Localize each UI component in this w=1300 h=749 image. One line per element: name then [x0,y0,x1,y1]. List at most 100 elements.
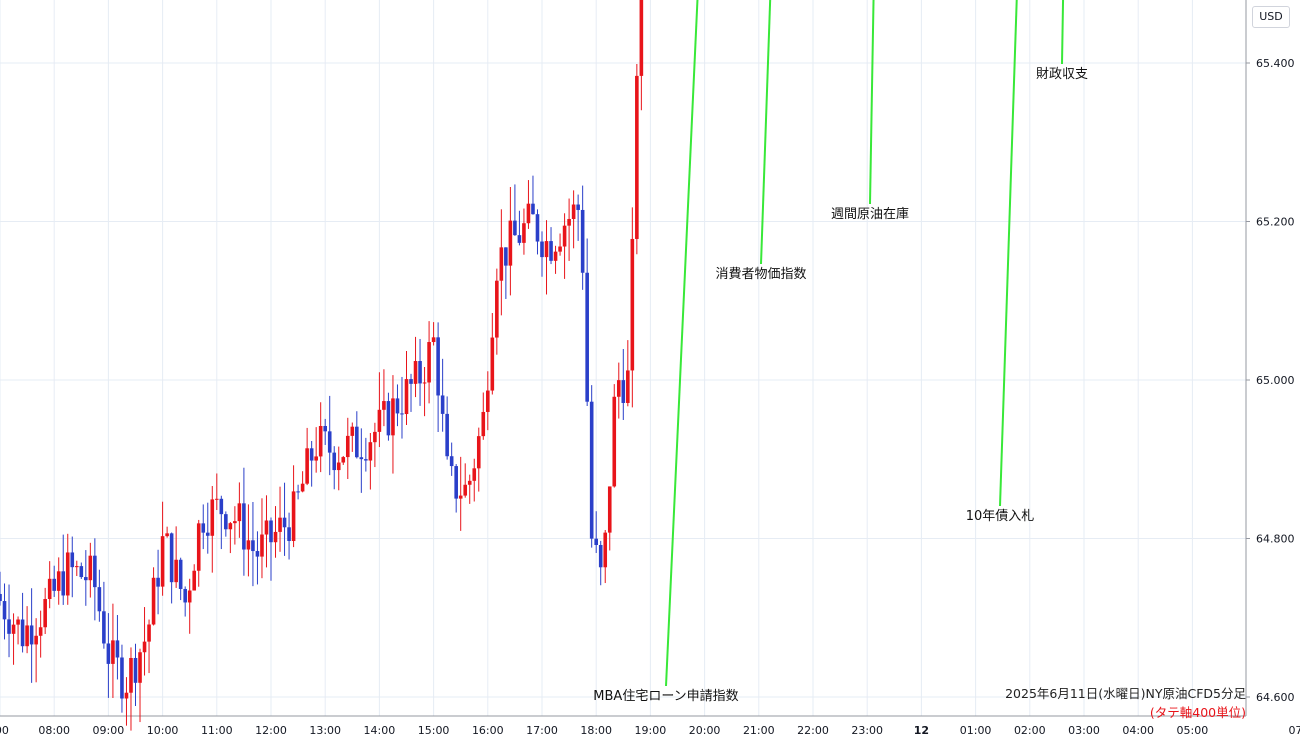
candle-body [25,625,29,647]
x-tick-label: 04:00 [1122,724,1154,737]
candle-body [20,619,25,647]
x-tick-label: 13:00 [309,724,341,737]
candle-body [246,540,251,550]
candle-body [273,531,278,543]
candle-body [16,619,20,625]
candle-body [43,599,47,628]
x-tick-label: 03:00 [1068,724,1100,737]
candle-body [585,272,589,402]
candle-body [391,398,395,436]
annotation-label: 週間原油在庫 [831,207,909,222]
candle-body [318,425,323,457]
candle-body [11,624,16,634]
candle-body [522,223,526,243]
y-tick-label: 64.600 [1256,691,1295,704]
x-tick-label: 10:00 [147,724,179,737]
candle-body [215,498,219,500]
caption-subtitle: (タテ軸400単位) [1149,705,1246,720]
candle-body [594,538,598,545]
candle-body [422,382,427,384]
candle-body [47,578,52,600]
candle-body [327,431,332,453]
candle-body [142,641,147,653]
candle-body [305,448,309,484]
candle-body [106,643,111,664]
x-tick-label: 09:00 [93,724,125,737]
annotation-line [760,0,772,265]
x-tick-label: 02:00 [1014,724,1046,737]
candle-body [449,456,454,467]
candle-body [341,457,346,463]
candle-body [368,442,373,461]
candle-body [224,514,228,530]
candle-body [219,498,224,515]
candle-body [269,520,273,543]
candle-body [88,555,93,581]
candle-body [607,486,612,533]
x-tick-label: 16:00 [472,724,504,737]
currency-badge[interactable]: USD [1252,6,1290,28]
candle-body [562,225,567,247]
candle-body [111,640,115,664]
candle-body [210,499,215,536]
candle-body [490,337,495,391]
candle-body [233,521,237,524]
candle-body [52,578,56,591]
candle-body [495,280,499,338]
candle-body [133,657,138,683]
annotation-label: 10年債入札 [966,509,1035,524]
x-tick-label: 15:00 [418,724,450,737]
candle-body [124,692,129,699]
annotation-line [869,0,875,205]
candle-body [499,247,504,281]
candle-body [553,251,558,261]
candle-body [603,532,608,568]
candle-body [156,577,160,587]
candle-body [282,517,287,528]
candle-body [359,457,364,460]
candle-body [364,459,368,461]
candle-body [29,625,34,645]
candle-body [454,466,458,499]
candle-body [409,379,413,384]
x-tick-label: 01:00 [960,724,992,737]
x-tick-label: 11:00 [201,724,233,737]
x-tick-label: 23:00 [851,724,883,737]
candle-body [147,624,151,642]
candle-body [183,588,187,603]
x-tick-label: 14:00 [364,724,396,737]
annotation-line [999,0,1018,507]
candle-body [2,601,7,620]
x-tick-label: 22:00 [797,724,829,737]
candle-body [472,468,477,481]
candle-body [440,395,445,414]
candle-body [476,436,481,469]
candle-body [201,523,206,533]
x-tick-label: 12:00 [255,724,287,737]
candle-body [102,611,106,644]
candle-body [427,342,431,383]
candle-body [531,203,535,215]
candle-body [558,246,562,252]
candle-body [174,559,178,583]
caption-title: 2025年6月11日(水曜日)NY原油CFD5分足 [1005,686,1246,701]
candle-body [481,411,486,437]
y-tick-label: 65.400 [1256,57,1295,70]
candle-body [291,491,296,541]
candle-body [350,426,355,436]
candle-body [278,517,282,532]
candle-body [621,380,626,403]
annotation-label: 消費者物価指数 [715,267,806,282]
candle-body [165,533,169,537]
candle-body [345,435,350,458]
candle-body [93,555,97,588]
candle-body [336,462,341,471]
candle-body [56,571,61,591]
candle-body [400,413,404,415]
candle-body [616,380,621,397]
candle-body [567,218,571,226]
candle-body [382,401,386,410]
candle-body [458,495,463,499]
candle-body [314,456,318,461]
candle-body [169,533,174,583]
